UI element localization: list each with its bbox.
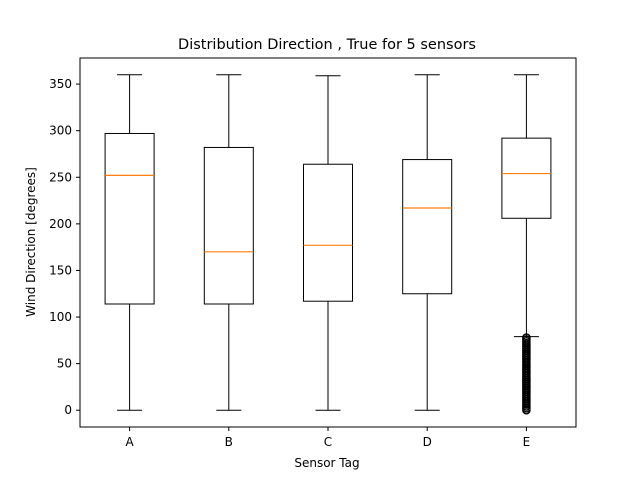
x-tick-label: E — [523, 435, 531, 449]
box-group-e — [501, 74, 552, 415]
box — [303, 163, 353, 302]
x-tick-label: B — [225, 435, 233, 449]
box-group-c — [303, 75, 353, 411]
box-group-b — [203, 74, 254, 411]
box — [501, 137, 552, 219]
plot-area: 0 50 100 150 200 250 300 350 A B C D E — [49, 57, 577, 449]
y-tick-label: 350 — [49, 77, 72, 91]
x-axis-label: Sensor Tag — [294, 456, 359, 470]
box-group-a — [104, 74, 155, 411]
x-tick-label: C — [324, 435, 332, 449]
y-tick-label: 150 — [49, 263, 72, 277]
y-tick-label: 100 — [49, 310, 72, 324]
y-tick-label: 200 — [49, 217, 72, 231]
x-tick-label: D — [423, 435, 432, 449]
y-tick-label: 0 — [64, 403, 72, 417]
y-tick-label: 50 — [57, 357, 72, 371]
y-tick-label: 300 — [49, 124, 72, 138]
box-group-d — [402, 74, 453, 411]
y-axis-label: Wind Direction [degrees] — [24, 167, 38, 317]
chart-title: Distribution Direction , True for 5 sens… — [178, 37, 476, 53]
box — [104, 132, 155, 305]
box — [203, 146, 254, 305]
x-tick-label: A — [125, 435, 134, 449]
box — [402, 159, 453, 295]
y-tick-label: 250 — [49, 170, 72, 184]
outlier-point — [522, 333, 531, 342]
